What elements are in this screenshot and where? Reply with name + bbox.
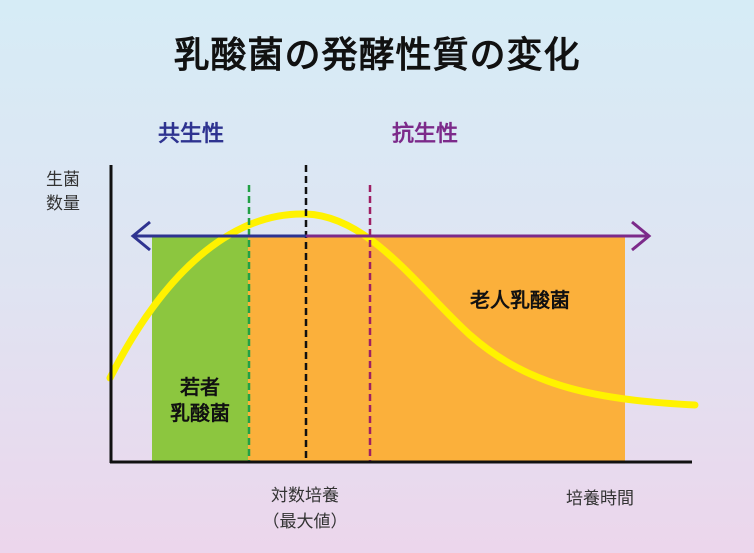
young-band-label-line2: 乳酸菌 — [170, 401, 230, 425]
x-axis-label: 培養時間 — [566, 489, 634, 509]
y-axis-label-line1: 生菌 — [46, 170, 80, 190]
antibiotic-arrow-head — [631, 220, 652, 252]
phase-label-antibiotic: 抗生性 — [392, 122, 459, 147]
symbiotic-arrow-head — [130, 220, 151, 252]
y-axis-label-line2: 数量 — [46, 194, 80, 214]
old-band-label: 老人乳酸菌 — [470, 288, 570, 312]
log-phase-label: 対数培養 （最大値） — [250, 483, 360, 535]
phase-label-symbiotic: 共生性 — [158, 122, 225, 147]
log-phase-label-line1: 対数培養 — [271, 486, 339, 506]
old-band — [248, 237, 625, 462]
growth-curve — [106, 210, 699, 409]
log-phase-label-line2: （最大値） — [262, 512, 348, 532]
page-title: 乳酸菌の発酵性質の変化 — [173, 35, 581, 76]
young-band-label: 若者 乳酸菌 — [152, 374, 248, 426]
y-axis-label: 生菌 数量 — [46, 168, 80, 216]
young-band-label-line1: 若者 — [180, 375, 220, 399]
young-band — [152, 237, 248, 462]
